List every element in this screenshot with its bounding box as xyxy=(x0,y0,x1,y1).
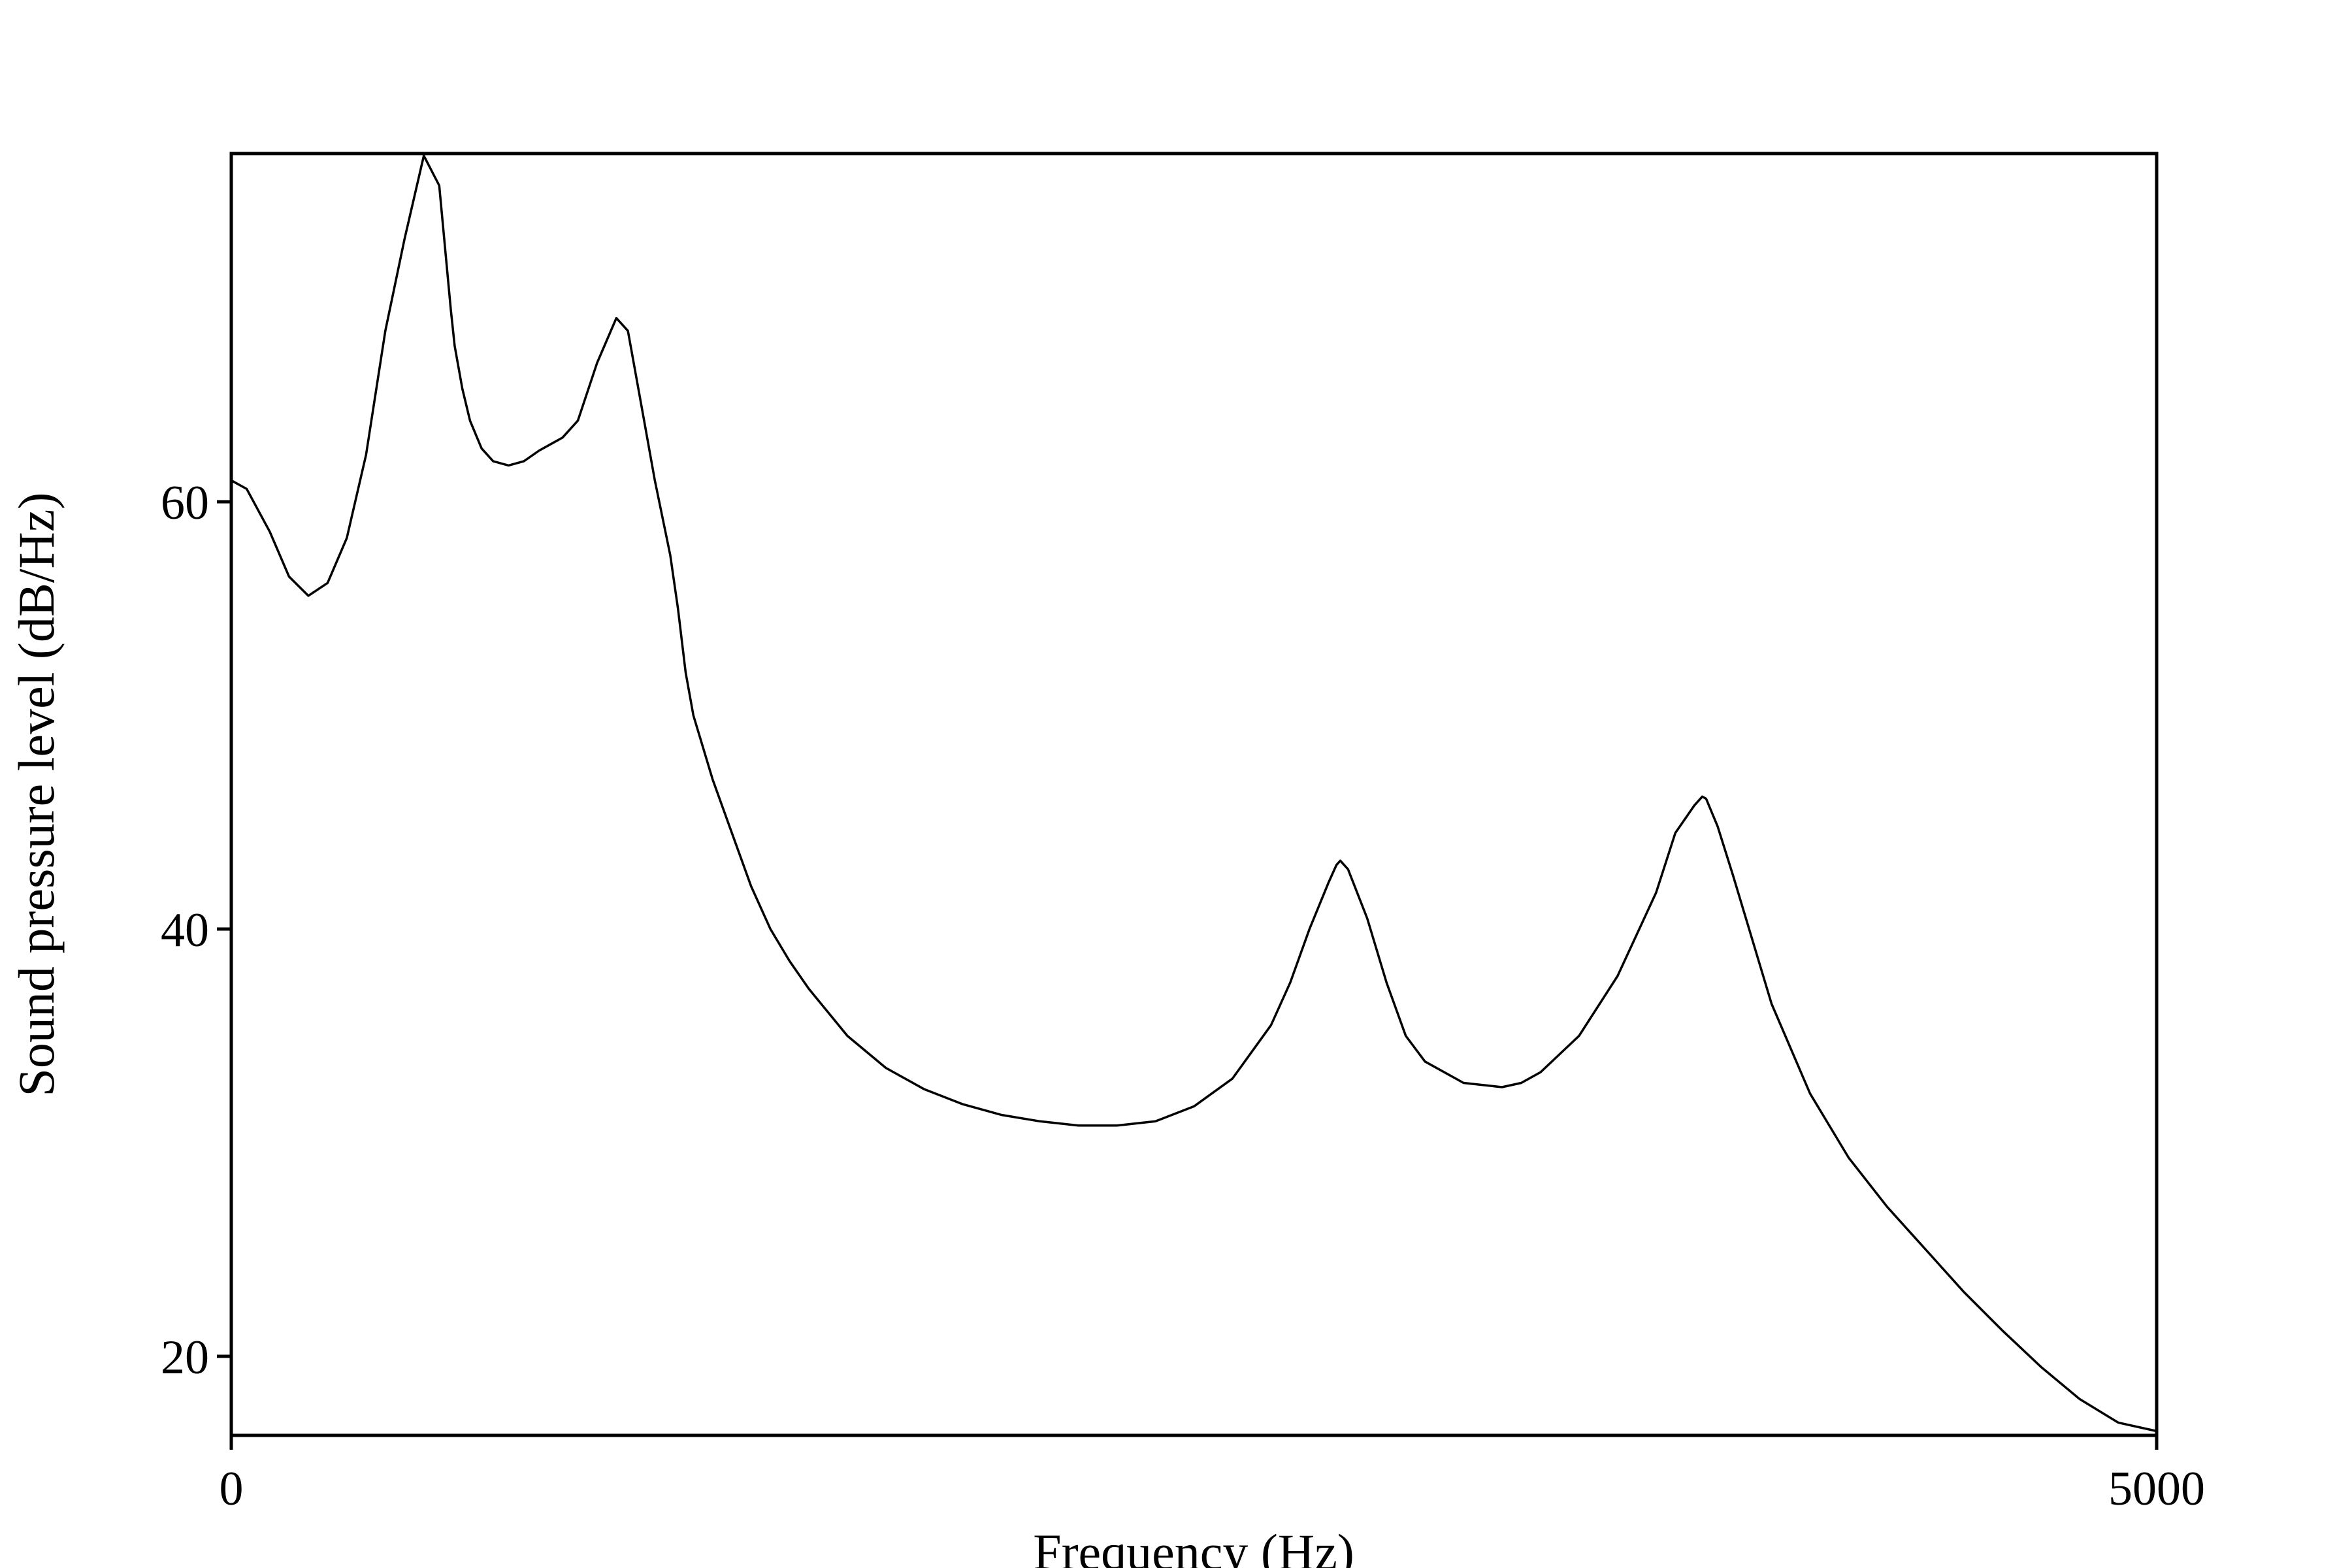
x-tick-label: 5000 xyxy=(2108,1462,2205,1516)
y-tick-label: 40 xyxy=(161,904,209,957)
y-tick-label: 60 xyxy=(161,476,209,530)
x-axis: 0 5000 xyxy=(220,1435,2205,1516)
x-axis-label: Frequency (Hz) xyxy=(1033,1524,1354,1568)
y-axis-label: Sound pressure level (dB/Hz) xyxy=(8,493,65,1097)
y-axis: 20 40 60 xyxy=(161,476,231,1384)
y-tick-label: 20 xyxy=(161,1331,209,1384)
spectrum-line xyxy=(231,154,2157,1433)
x-tick-label: 0 xyxy=(220,1462,244,1516)
plot-frame xyxy=(229,152,2159,1437)
